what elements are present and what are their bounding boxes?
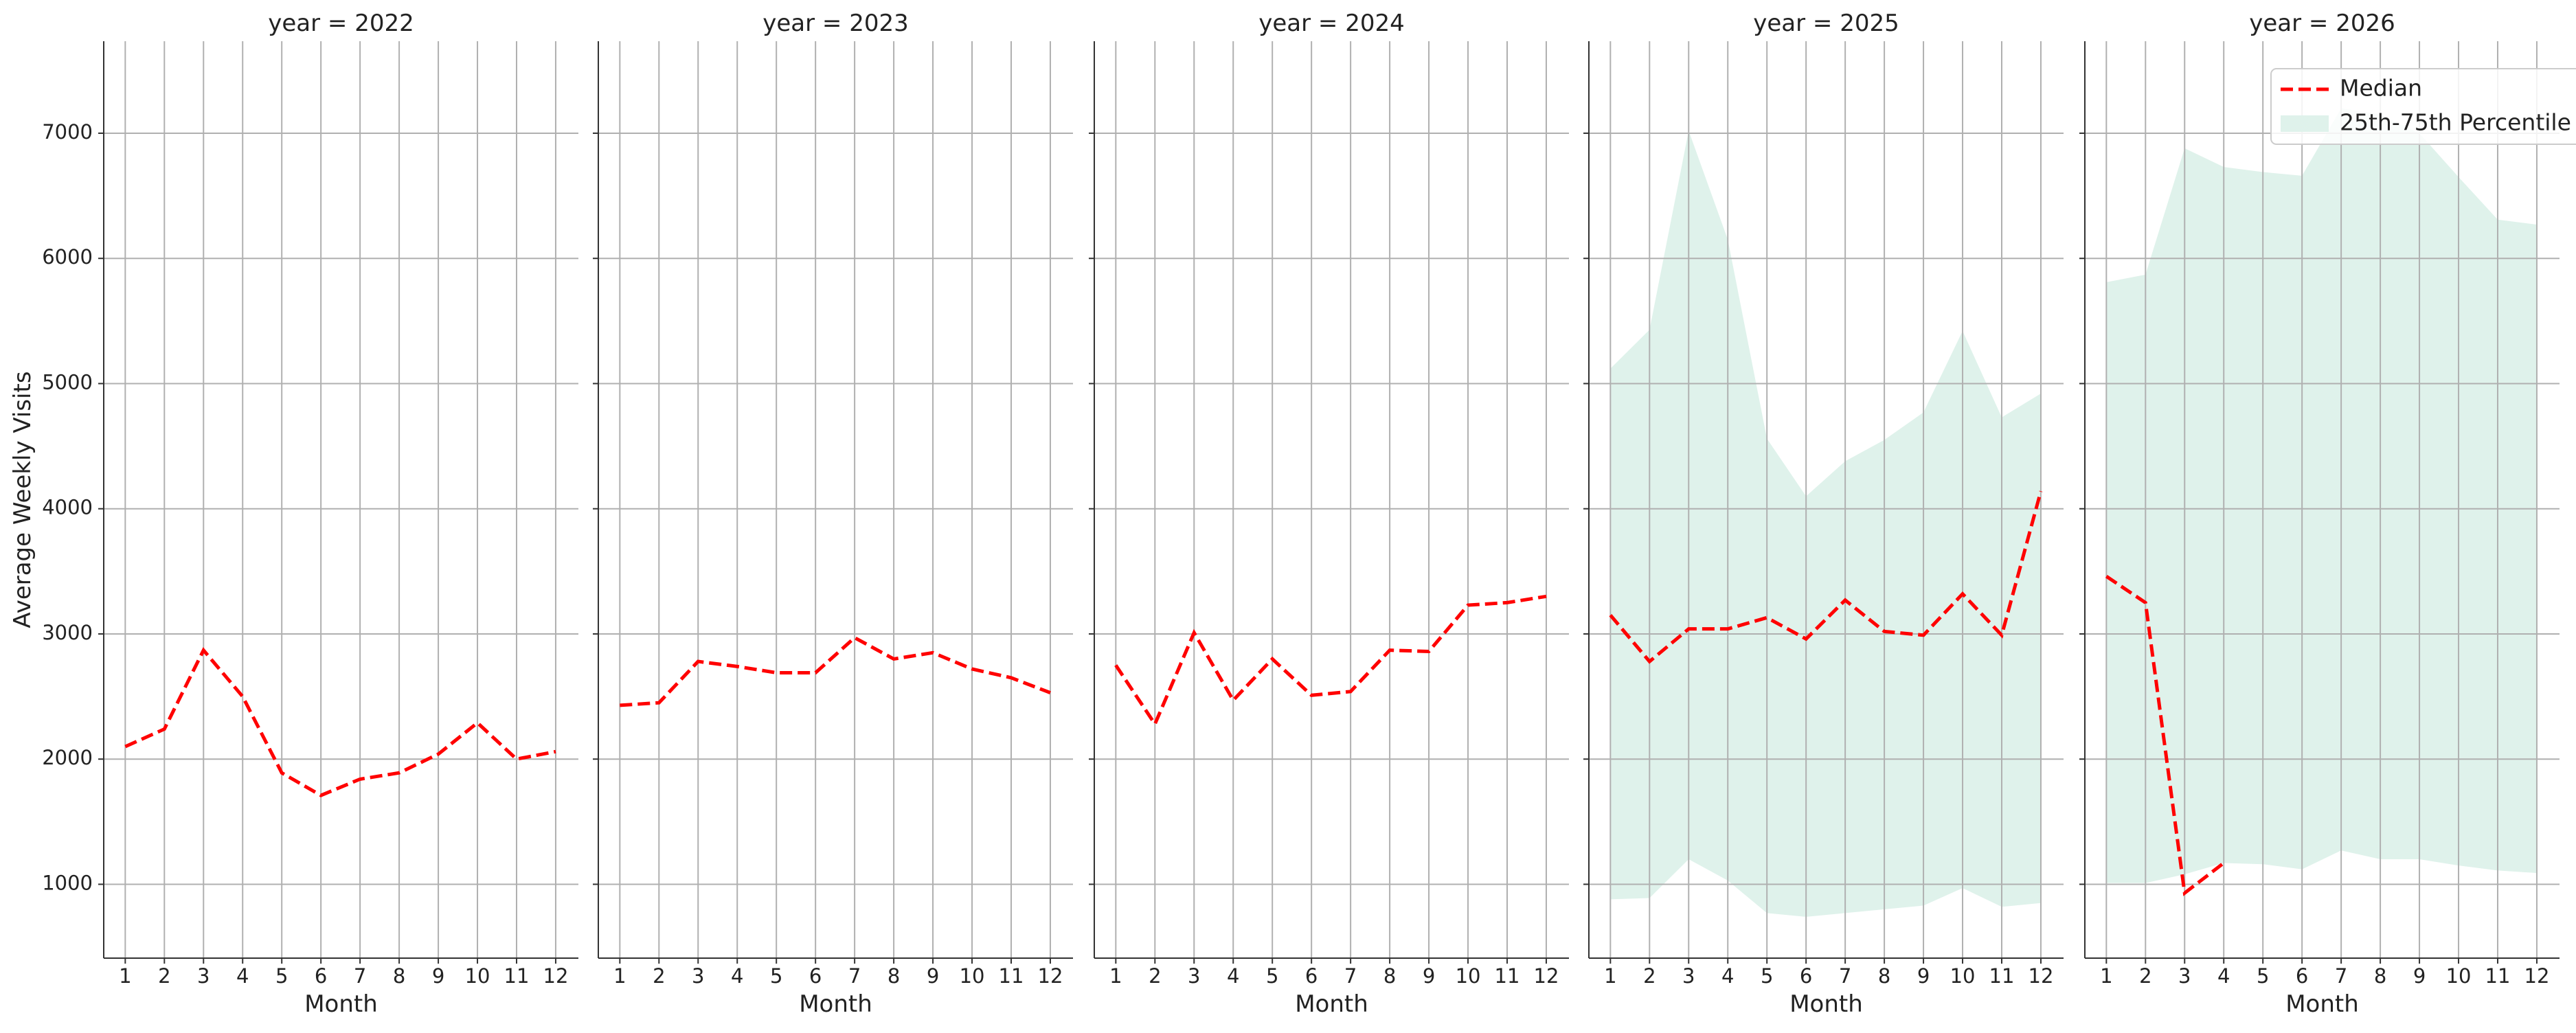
- median-line: [124, 647, 556, 797]
- facet-title: year = 2025: [1753, 10, 1899, 37]
- x-tick-label: 2: [653, 964, 665, 988]
- x-tick-label: 8: [2374, 964, 2386, 988]
- x-tick-label: 12: [1038, 964, 1063, 988]
- x-axis-label: Month: [1789, 990, 1863, 1018]
- x-tick-label: 10: [960, 964, 985, 988]
- facet-title: year = 2023: [762, 10, 908, 37]
- x-tick-label: 10: [1950, 964, 1976, 988]
- x-tick-label: 10: [1456, 964, 1481, 988]
- x-tick-label: 8: [1383, 964, 1396, 988]
- x-tick-label: 3: [692, 964, 704, 988]
- x-axis-label: Month: [304, 990, 378, 1018]
- x-tick-label: 2: [1149, 964, 1161, 988]
- x-tick-label: 8: [888, 964, 900, 988]
- facet-title: year = 2026: [2249, 10, 2395, 37]
- x-axis-label: Month: [1295, 990, 1368, 1018]
- x-tick-label: 11: [999, 964, 1024, 988]
- x-tick-label: 1: [119, 964, 131, 988]
- legend: Median 25th-75th Percentile: [2270, 68, 2576, 145]
- x-tick-label: 11: [1989, 964, 2015, 988]
- x-tick-label: 5: [275, 964, 288, 988]
- x-tick-label: 11: [1495, 964, 1520, 988]
- x-tick-label: 2: [1643, 964, 1656, 988]
- x-tick-label: 5: [1761, 964, 1773, 988]
- x-tick-label: 9: [1917, 964, 1930, 988]
- x-tick-label: 11: [2485, 964, 2511, 988]
- x-tick-label: 5: [1266, 964, 1278, 988]
- x-tick-label: 7: [354, 964, 366, 988]
- x-tick-label: 6: [2296, 964, 2308, 988]
- facet-title: year = 2022: [268, 10, 414, 37]
- x-tick-label: 7: [2335, 964, 2347, 988]
- facet-title: year = 2024: [1258, 10, 1404, 37]
- percentile-band: [1610, 130, 2041, 917]
- x-tick-label: 1: [2100, 964, 2112, 988]
- x-tick-label: 6: [315, 964, 327, 988]
- x-tick-label: 4: [1227, 964, 1239, 988]
- x-tick-label: 4: [2217, 964, 2230, 988]
- x-tick-label: 12: [543, 964, 569, 988]
- x-tick-label: 6: [1305, 964, 1318, 988]
- x-tick-label: 7: [1839, 964, 1851, 988]
- x-axis-label: Month: [2285, 990, 2359, 1018]
- legend-box: [2270, 68, 2576, 145]
- x-tick-label: 9: [2413, 964, 2426, 988]
- y-tick-label: 2000: [42, 746, 93, 769]
- x-tick-label: 9: [1423, 964, 1435, 988]
- x-axis-label: Month: [799, 990, 872, 1018]
- y-tick-label: 5000: [42, 370, 93, 394]
- x-tick-label: 4: [236, 964, 249, 988]
- percentile-band: [2106, 108, 2537, 883]
- y-tick-label: 3000: [42, 621, 93, 644]
- x-tick-label: 1: [1604, 964, 1616, 988]
- median-line: [1609, 490, 2043, 664]
- median-line: [1114, 594, 1547, 728]
- x-tick-label: 12: [2029, 964, 2054, 988]
- x-tick-label: 3: [1188, 964, 1200, 988]
- x-tick-label: 4: [731, 964, 743, 988]
- y-tick-label: 7000: [42, 120, 93, 144]
- x-tick-label: 12: [2524, 964, 2550, 988]
- legend-swatch: [2281, 115, 2329, 132]
- x-tick-label: 11: [504, 964, 530, 988]
- x-tick-label: 9: [432, 964, 444, 988]
- x-tick-label: 6: [1800, 964, 1812, 988]
- x-tick-label: 2: [2139, 964, 2151, 988]
- x-tick-label: 8: [393, 964, 405, 988]
- x-tick-label: 10: [2446, 964, 2472, 988]
- x-tick-label: 1: [1109, 964, 1122, 988]
- x-tick-label: 2: [158, 964, 170, 988]
- y-tick-label: 1000: [42, 871, 93, 894]
- x-tick-label: 9: [927, 964, 939, 988]
- y-tick-label: 6000: [42, 245, 93, 269]
- y-axis-label: Average Weekly Visits: [9, 371, 36, 628]
- x-tick-label: 10: [465, 964, 490, 988]
- x-tick-label: 1: [613, 964, 626, 988]
- y-tick-label: 4000: [42, 496, 93, 519]
- x-tick-label: 7: [1344, 964, 1357, 988]
- median-line: [620, 635, 1051, 707]
- x-tick-label: 12: [1534, 964, 1559, 988]
- x-tick-label: 7: [848, 964, 861, 988]
- x-tick-label: 3: [197, 964, 210, 988]
- x-tick-label: 3: [2178, 964, 2191, 988]
- legend-label: 25th-75th Percentile: [2340, 109, 2571, 136]
- legend-label: Median: [2340, 75, 2422, 102]
- x-tick-label: 5: [770, 964, 782, 988]
- x-tick-label: 5: [2257, 964, 2269, 988]
- x-tick-label: 3: [1682, 964, 1695, 988]
- x-tick-label: 4: [1721, 964, 1734, 988]
- median-line: [2105, 575, 2225, 896]
- x-tick-label: 8: [1878, 964, 1890, 988]
- x-tick-label: 6: [809, 964, 822, 988]
